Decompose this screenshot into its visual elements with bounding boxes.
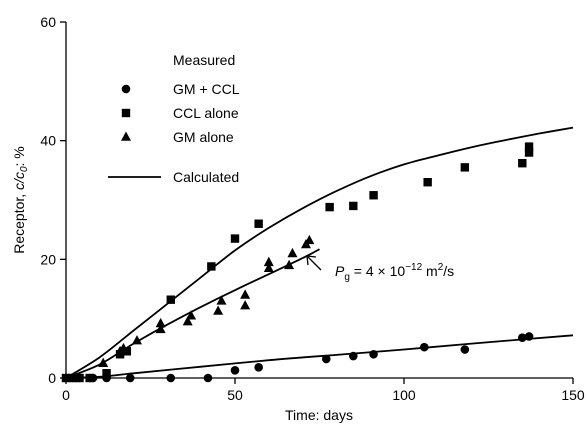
- data-point-square: [207, 262, 216, 271]
- data-point-square: [68, 373, 77, 383]
- data-point-triangle: [284, 259, 295, 270]
- data-point-circle: [125, 373, 135, 383]
- data-point-square: [230, 234, 240, 243]
- data-point-triangle: [304, 234, 315, 245]
- legend-marker-triangle: [121, 131, 131, 141]
- data-point-square: [369, 191, 378, 200]
- legend-line-label: Calculated: [173, 169, 239, 185]
- data-point-circle: [419, 342, 429, 352]
- data-point-square: [254, 219, 263, 228]
- data-point-square: [460, 163, 470, 172]
- y-tick-label: 0: [48, 370, 56, 386]
- data-point-triangle: [287, 247, 298, 258]
- y-axis-title-suffix: : %: [11, 146, 27, 166]
- legend-label: GM + CCL: [173, 81, 240, 97]
- calculated-curve-2: [65, 248, 320, 379]
- annotation-unit: m: [422, 263, 438, 279]
- data-point-triangle: [186, 310, 197, 320]
- data-point-circle: [254, 363, 263, 372]
- data-point-triangle: [263, 256, 274, 267]
- x-tick-label: 100: [392, 387, 416, 403]
- data-point-square: [325, 202, 334, 212]
- annotation-var: P: [335, 263, 345, 279]
- y-axis-title: Receptor, c/c0: %: [11, 146, 30, 254]
- data-point-square: [85, 373, 94, 383]
- data-point-triangle: [182, 316, 193, 326]
- legend-marker-square: [121, 108, 131, 118]
- legend: Measured GM + CCL CCL alone GM alone Calcu…: [108, 52, 240, 185]
- ticks: 0 50 100 150 0 20 40 60: [40, 14, 584, 403]
- annotation-arrow-head: [306, 255, 317, 266]
- data-point-square: [349, 201, 358, 211]
- annotation-unit-suffix: /s: [443, 263, 454, 279]
- data-point-square: [102, 369, 111, 378]
- data-point-triangle: [118, 342, 129, 353]
- data-point-triangle: [263, 262, 274, 273]
- calculated-curve-0: [65, 334, 574, 379]
- x-axis-title: Time: days: [285, 407, 353, 423]
- data-point-square: [75, 373, 84, 383]
- y-axis-title-prefix: Receptor,: [11, 190, 27, 254]
- data-point-triangle: [216, 295, 227, 305]
- legend-label: CCL alone: [173, 105, 239, 121]
- data-point-triangle: [240, 289, 251, 299]
- data-point-triangle: [155, 317, 166, 328]
- annotation-arrow-shaft: [307, 256, 322, 271]
- data-points: [61, 142, 534, 383]
- data-point-circle: [230, 365, 240, 375]
- data-point-square: [423, 178, 432, 187]
- data-point-triangle: [213, 305, 224, 315]
- data-point-circle: [166, 373, 176, 383]
- x-tick-label: 0: [62, 387, 70, 403]
- legend-items: GM + CCL CCL alone GM alone: [121, 81, 240, 145]
- calculated-curve-1: [65, 126, 574, 379]
- data-point-circle: [349, 351, 358, 361]
- data-point-triangle: [131, 335, 142, 345]
- data-point-triangle: [155, 323, 166, 334]
- y-tick-label: 20: [40, 251, 56, 267]
- y-axis-title-var: c/c: [11, 172, 27, 190]
- data-point-circle: [460, 345, 470, 354]
- data-point-square: [524, 142, 534, 151]
- annotation-unit-exp: 2: [438, 262, 444, 273]
- y-tick-label: 40: [40, 133, 56, 149]
- x-tick-label: 150: [561, 387, 585, 403]
- calculated-curves: [65, 126, 574, 379]
- annotation-exp: −12: [405, 262, 422, 273]
- data-point-circle: [518, 333, 527, 342]
- legend-label: GM alone: [173, 129, 234, 145]
- x-tick-label: 50: [227, 387, 243, 403]
- data-point-square: [524, 148, 534, 157]
- data-point-square: [61, 373, 71, 383]
- data-point-triangle: [240, 300, 251, 310]
- axes: [65, 22, 573, 379]
- legend-marker-circle: [121, 84, 131, 94]
- data-point-square: [166, 295, 175, 304]
- data-point-circle: [524, 332, 534, 341]
- data-point-circle: [321, 354, 331, 364]
- y-axis-title-sub: 0: [19, 166, 30, 172]
- annotation: Pg = 4 × 10−12 m2/s: [306, 255, 454, 283]
- annotation-sub: g: [344, 272, 350, 283]
- data-point-circle: [203, 373, 213, 383]
- annotation-text: Pg = 4 × 10−12 m2/s: [335, 262, 454, 283]
- data-point-triangle: [98, 357, 109, 367]
- legend-header: Measured: [173, 52, 235, 68]
- annotation-eq: = 4 × 10: [350, 263, 405, 279]
- y-tick-label: 60: [40, 14, 56, 30]
- data-point-square: [518, 159, 527, 168]
- data-point-circle: [369, 349, 378, 359]
